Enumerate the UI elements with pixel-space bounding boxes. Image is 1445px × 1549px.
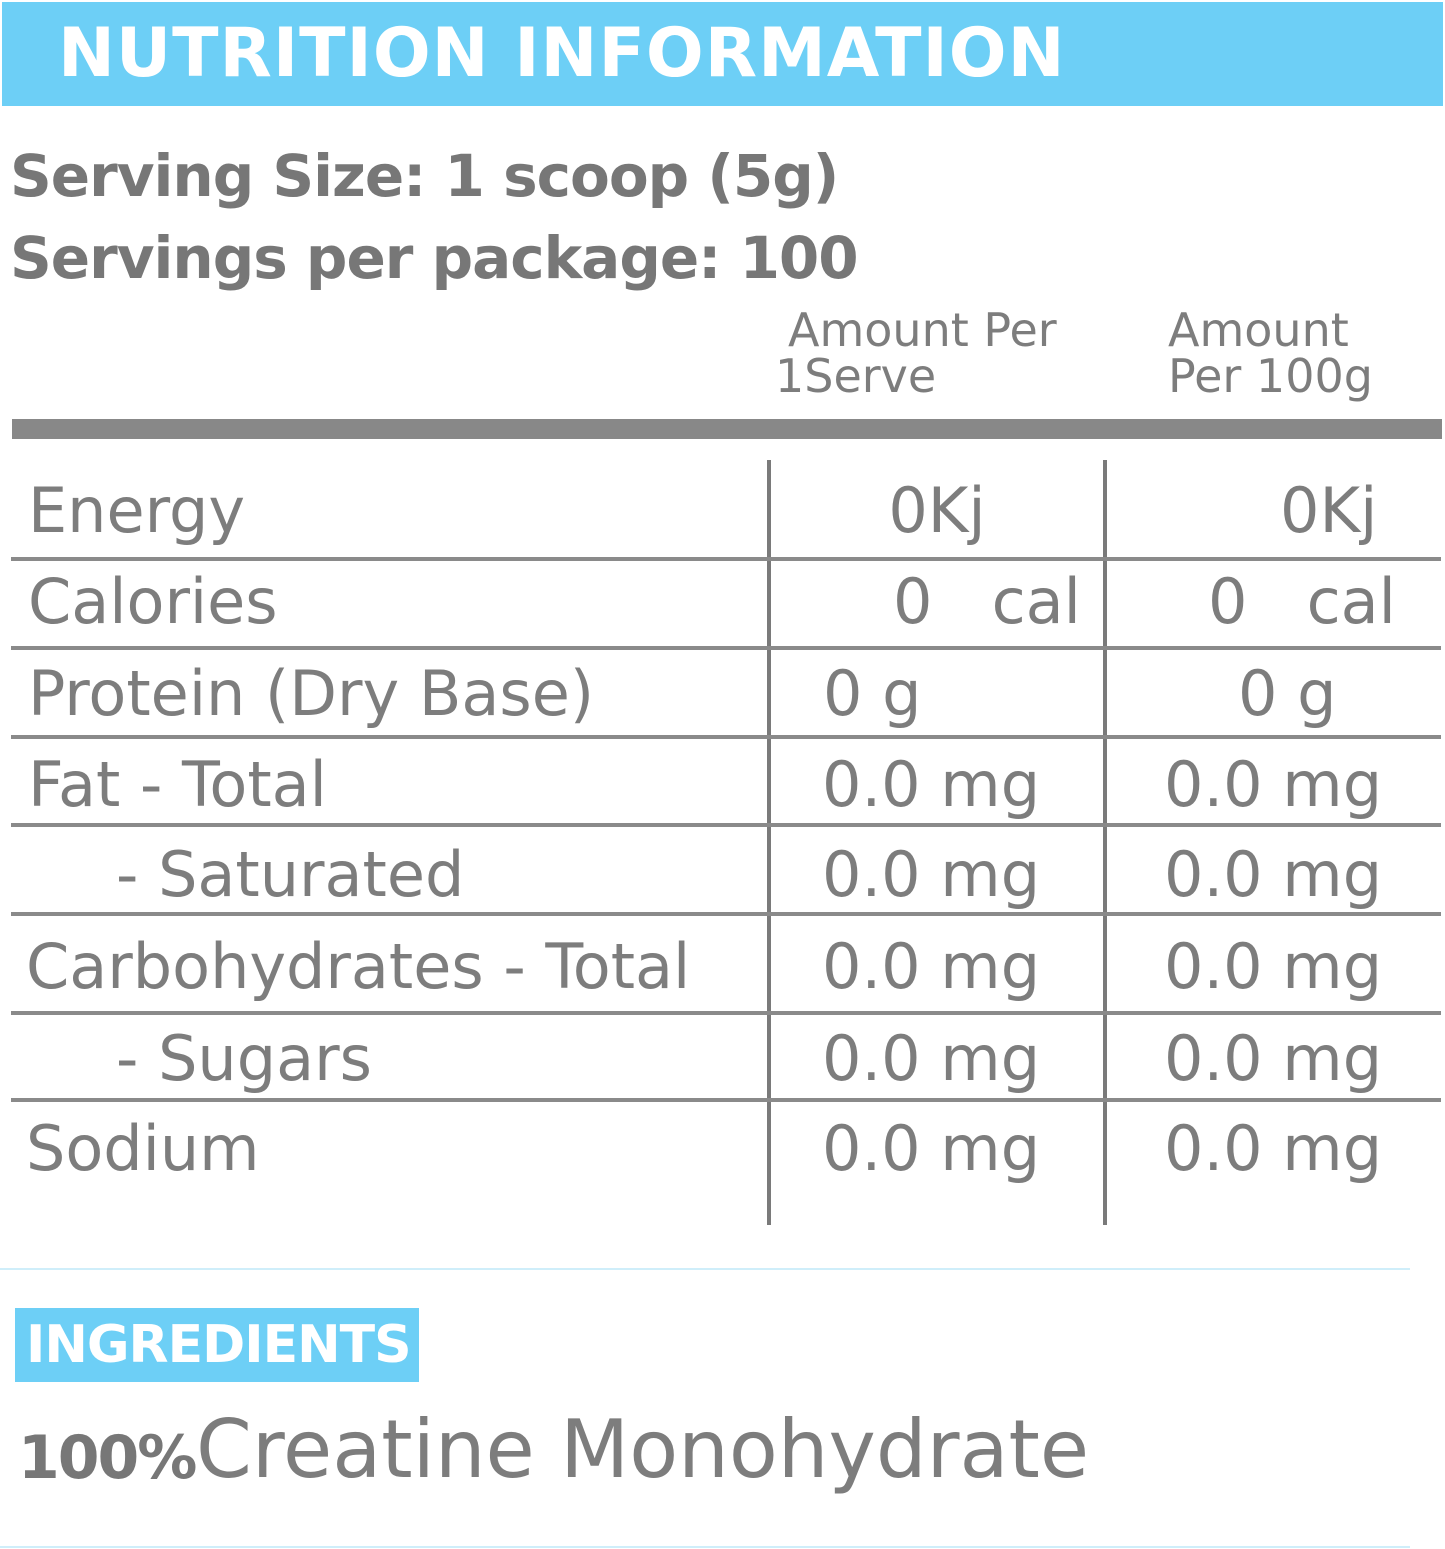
row-label-energy: Energy — [28, 474, 246, 547]
header-bar — [2, 2, 1443, 106]
row-label-sugars: - Sugars — [116, 1022, 372, 1095]
cell-sugars-per-serve: 0.0 mg — [822, 1022, 1041, 1095]
cell-calories-per-100g: 0 cal — [1208, 565, 1396, 638]
col-head-per-100g-line2: Per 100g — [1168, 349, 1373, 403]
row-label-saturated: - Saturated — [116, 838, 465, 911]
row-separator — [11, 1011, 1441, 1015]
servings-per-package: Servings per package: 100 — [10, 224, 859, 292]
row-label-protein: Protein (Dry Base) — [28, 657, 595, 730]
cell-sugars-per-100g: 0.0 mg — [1164, 1022, 1383, 1095]
row-separator — [11, 912, 1441, 916]
column-divider-1 — [767, 460, 771, 1225]
col-head-per-100g-line1: Amount — [1168, 303, 1349, 357]
serving-size: Serving Size: 1 scoop (5g) — [10, 142, 839, 210]
col-head-per-serve-line2: 1Serve — [775, 349, 937, 403]
section-divider — [0, 1268, 1410, 1270]
row-separator — [11, 557, 1441, 561]
cell-carbohydrates-per-serve: 0.0 mg — [822, 930, 1041, 1003]
cell-protein-per-100g: 0 g — [1238, 657, 1337, 730]
row-label-fat-total: Fat - Total — [28, 748, 327, 821]
row-separator — [11, 823, 1441, 827]
cell-protein-per-serve: 0 g — [823, 657, 922, 730]
ingredients-badge — [15, 1308, 419, 1382]
col-head-per-serve-line1: Amount Per — [788, 303, 1057, 357]
cell-fat-total-per-100g: 0.0 mg — [1164, 748, 1383, 821]
row-label-calories: Calories — [28, 565, 278, 638]
bottom-divider — [0, 1546, 1410, 1548]
page-title: NUTRITION INFORMATION — [58, 14, 1066, 93]
cell-energy-per-serve: 0Kj — [888, 474, 986, 547]
header-rule — [12, 419, 1442, 439]
cell-fat-total-per-serve: 0.0 mg — [822, 748, 1041, 821]
cell-sodium-per-100g: 0.0 mg — [1164, 1112, 1383, 1185]
row-separator — [11, 735, 1441, 739]
row-separator — [11, 1098, 1441, 1102]
ingredient-percent: 100% — [18, 1423, 197, 1493]
cell-saturated-per-100g: 0.0 mg — [1164, 838, 1383, 911]
cell-energy-per-100g: 0Kj — [1280, 474, 1378, 547]
row-separator — [11, 646, 1441, 650]
cell-sodium-per-serve: 0.0 mg — [822, 1112, 1041, 1185]
row-label-carbohydrates-total: Carbohydrates - Total — [26, 930, 691, 1003]
row-label-sodium: Sodium — [26, 1112, 260, 1185]
cell-calories-per-serve: 0 cal — [893, 565, 1081, 638]
ingredients-title: INGREDIENTS — [26, 1315, 412, 1375]
cell-saturated-per-serve: 0.0 mg — [822, 838, 1041, 911]
cell-carbohydrates-per-100g: 0.0 mg — [1164, 930, 1383, 1003]
ingredient-name: Creatine Monohydrate — [196, 1403, 1090, 1496]
column-divider-2 — [1103, 460, 1107, 1225]
